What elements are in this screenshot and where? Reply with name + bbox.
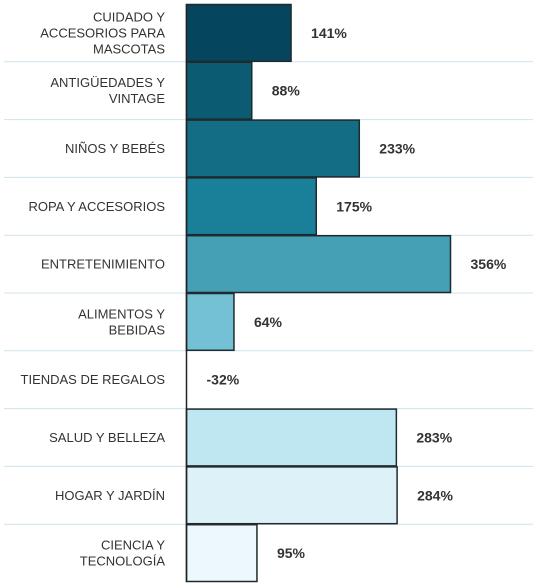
category-label: CUIDADO Y (93, 9, 165, 24)
value-label: 233% (379, 141, 415, 157)
bar (185, 523, 258, 583)
category-label: ALIMENTOS Y (78, 306, 165, 321)
bar (185, 408, 398, 467)
category-label: ROPA Y ACCESORIOS (28, 199, 165, 214)
bar (185, 234, 452, 294)
category-label: NIÑOS Y BEBÉS (65, 141, 165, 156)
category-label: CIENCIA Y (101, 538, 165, 553)
bar (185, 61, 253, 120)
value-label: 64% (254, 314, 283, 330)
category-label: BEBIDAS (109, 322, 166, 337)
value-label: 88% (272, 83, 301, 99)
bar (185, 177, 318, 236)
category-label: TIENDAS DE REGALOS (21, 372, 166, 387)
value-label: 284% (417, 487, 453, 503)
bars (185, 3, 452, 583)
value-label: -32% (207, 372, 240, 388)
bar (185, 466, 398, 525)
value-label: 356% (471, 256, 507, 272)
category-label: ANTIGÜEDADES Y (50, 75, 165, 90)
value-label: 141% (311, 25, 347, 41)
bar (185, 3, 292, 63)
category-label: ACCESORIOS PARA (40, 25, 165, 40)
value-label: 95% (277, 545, 306, 561)
bar (185, 119, 361, 178)
category-label: HOGAR Y JARDÍN (55, 488, 165, 503)
category-label: TECNOLOGÍA (80, 554, 166, 569)
category-label: SALUD Y BELLEZA (49, 430, 165, 445)
bar (185, 292, 235, 352)
value-label: 283% (416, 430, 452, 446)
category-label: VINTAGE (109, 91, 165, 106)
category-label: ENTRETENIMIENTO (41, 257, 165, 272)
value-labels: 141% 88% 233% 175% 356% 64% -32% 283% 284% 95% (207, 25, 507, 561)
value-label: 175% (336, 198, 372, 214)
category-label: MASCOTAS (93, 41, 165, 56)
